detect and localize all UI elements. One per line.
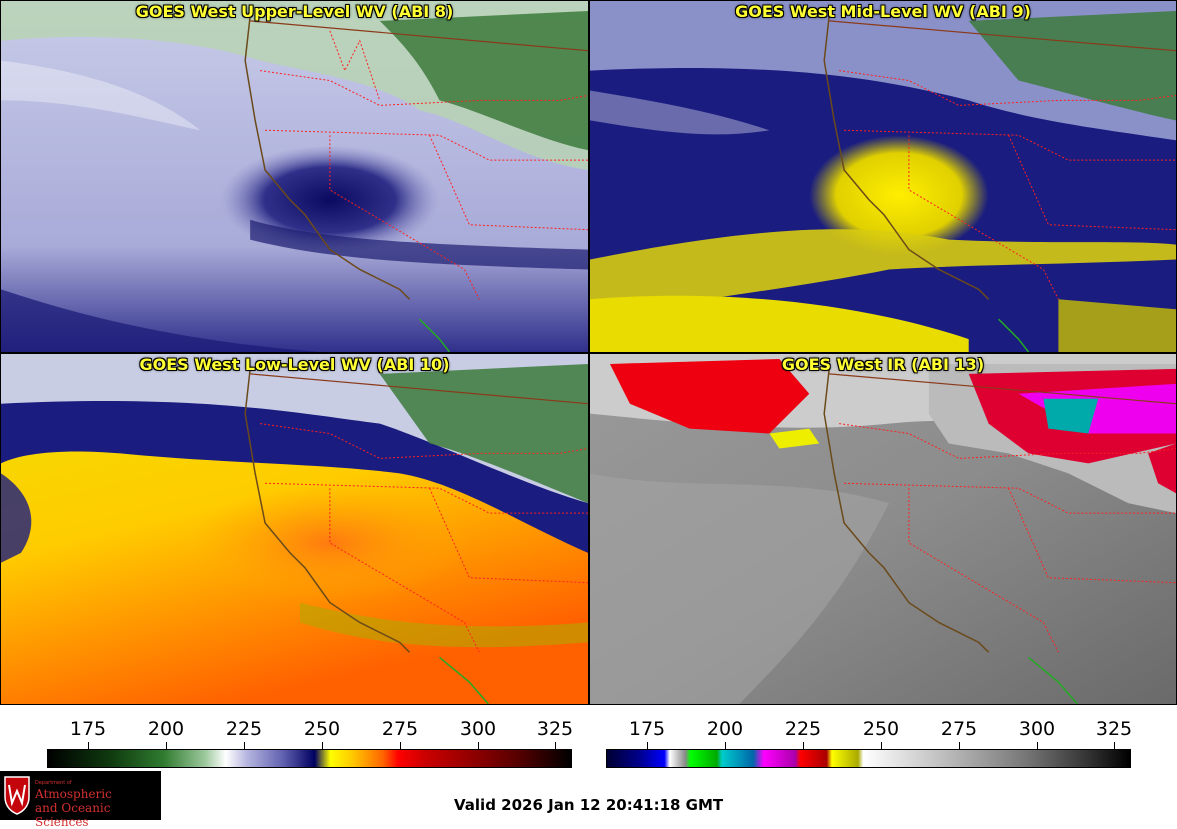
panel-low-level-wv: GOES West Low-Level WV (ABI 10) bbox=[0, 353, 589, 705]
tick-mark bbox=[244, 742, 245, 749]
logo-line2: and Oceanic Sciences bbox=[35, 801, 111, 829]
colorbar-wv-ticks: 175 200 225 250 275 300 325 bbox=[47, 718, 574, 749]
tick-mark bbox=[881, 742, 882, 749]
panel-title: GOES West Mid-Level WV (ABI 9) bbox=[735, 2, 1031, 21]
map-borders bbox=[823, 15, 1176, 352]
tick-mark bbox=[88, 742, 89, 749]
colorbar-ir bbox=[606, 749, 1131, 768]
tick-label: 200 bbox=[147, 718, 185, 740]
tick-mark bbox=[1037, 742, 1038, 749]
colorbar-wv bbox=[47, 749, 572, 768]
ir-image bbox=[590, 354, 1176, 704]
tick-mark bbox=[725, 742, 726, 749]
logo-dept-text: Department of bbox=[35, 780, 72, 786]
aos-logo[interactable]: Department of Atmospheric and Oceanic Sc… bbox=[0, 771, 161, 829]
tick-mark bbox=[803, 742, 804, 749]
panel-title: GOES West Upper-Level WV (ABI 8) bbox=[135, 2, 454, 21]
tick-mark bbox=[959, 742, 960, 749]
tick-label: 325 bbox=[1095, 718, 1133, 740]
panel-mid-level-wv: GOES West Mid-Level WV (ABI 9) bbox=[589, 0, 1177, 353]
map-borders bbox=[823, 368, 1176, 704]
wv-mid-image bbox=[590, 1, 1176, 352]
tick-label: 275 bbox=[381, 718, 419, 740]
valid-time: Valid 2026 Jan 12 20:41:18 GMT bbox=[454, 796, 724, 814]
panel-title: GOES West Low-Level WV (ABI 10) bbox=[139, 355, 450, 374]
tick-label: 225 bbox=[784, 718, 822, 740]
tick-label: 275 bbox=[940, 718, 978, 740]
panel-upper-level-wv: GOES West Upper-Level WV (ABI 8) bbox=[0, 0, 589, 353]
tick-label: 250 bbox=[303, 718, 341, 740]
logo-line1: Atmospheric bbox=[35, 787, 112, 801]
tick-mark bbox=[1114, 742, 1115, 749]
tick-mark bbox=[478, 742, 479, 749]
tick-mark bbox=[647, 742, 648, 749]
wv-upper-image bbox=[1, 1, 588, 352]
tick-label: 175 bbox=[69, 718, 107, 740]
tick-label: 325 bbox=[536, 718, 574, 740]
tick-label: 175 bbox=[628, 718, 666, 740]
tick-label: 200 bbox=[706, 718, 744, 740]
panel-title: GOES West IR (ABI 13) bbox=[781, 355, 985, 374]
tick-mark bbox=[166, 742, 167, 749]
tick-label: 300 bbox=[1018, 718, 1056, 740]
map-borders bbox=[244, 368, 588, 704]
tick-mark bbox=[555, 742, 556, 749]
map-borders bbox=[244, 15, 588, 352]
colorbar-ir-ticks: 175 200 225 250 275 300 325 bbox=[606, 718, 1133, 749]
panel-ir: GOES West IR (ABI 13) bbox=[589, 353, 1177, 705]
tick-mark bbox=[400, 742, 401, 749]
tick-mark bbox=[322, 742, 323, 749]
tick-label: 250 bbox=[862, 718, 900, 740]
tick-label: 225 bbox=[225, 718, 263, 740]
uw-crest-icon bbox=[4, 776, 30, 815]
tick-label: 300 bbox=[459, 718, 497, 740]
